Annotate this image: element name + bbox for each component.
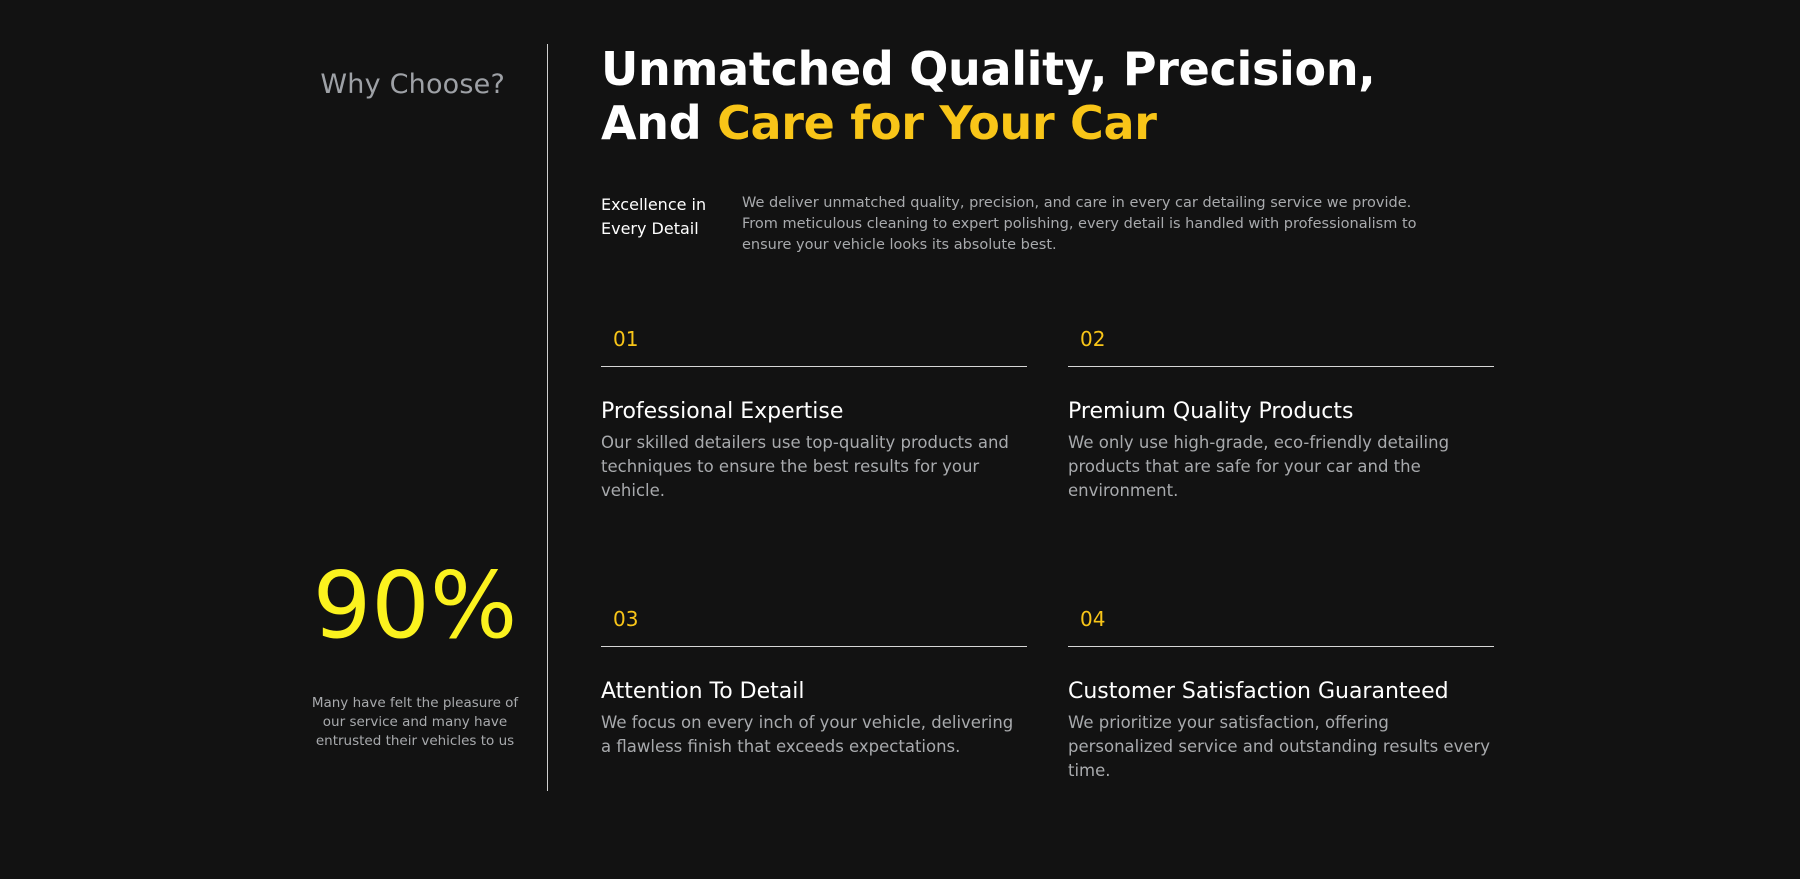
feature-rule <box>601 646 1027 647</box>
feature-title: Premium Quality Products <box>1068 399 1354 424</box>
feature-description: We only use high-grade, eco-friendly det… <box>1068 433 1450 500</box>
vertical-divider <box>547 44 548 791</box>
feature-description: We prioritize your satisfaction, offerin… <box>1068 713 1491 780</box>
feature-rule <box>601 366 1027 367</box>
feature-number: 02 <box>1080 327 1106 351</box>
title-line-2-prefix: And <box>601 96 718 150</box>
feature-description: We focus on every inch of your vehicle, … <box>601 713 1014 756</box>
stat-percentage: 90% <box>312 552 518 659</box>
feature-rule <box>1068 646 1494 647</box>
feature-title: Customer Satisfaction Guaranteed <box>1068 679 1449 704</box>
feature-number: 01 <box>613 327 639 351</box>
feature-title: Attention To Detail <box>601 679 805 704</box>
feature-rule <box>1068 366 1494 367</box>
feature-title: Professional Expertise <box>601 399 844 424</box>
section-subtitle: Excellence in Every Detail <box>601 195 707 238</box>
page-title: Unmatched Quality, Precision, And Care f… <box>601 42 1501 150</box>
feature-number: 04 <box>1080 607 1106 631</box>
title-line-1: Unmatched Quality, Precision, <box>601 42 1376 96</box>
why-choose-heading: Why Choose? <box>320 69 505 100</box>
intro-paragraph: We deliver unmatched quality, precision,… <box>742 195 1417 253</box>
stat-description: Many have felt the pleasure of our servi… <box>311 695 519 749</box>
feature-description: Our skilled detailers use top-quality pr… <box>601 433 1009 500</box>
title-highlight: Care for Your Car <box>717 96 1157 150</box>
feature-number: 03 <box>613 607 639 631</box>
